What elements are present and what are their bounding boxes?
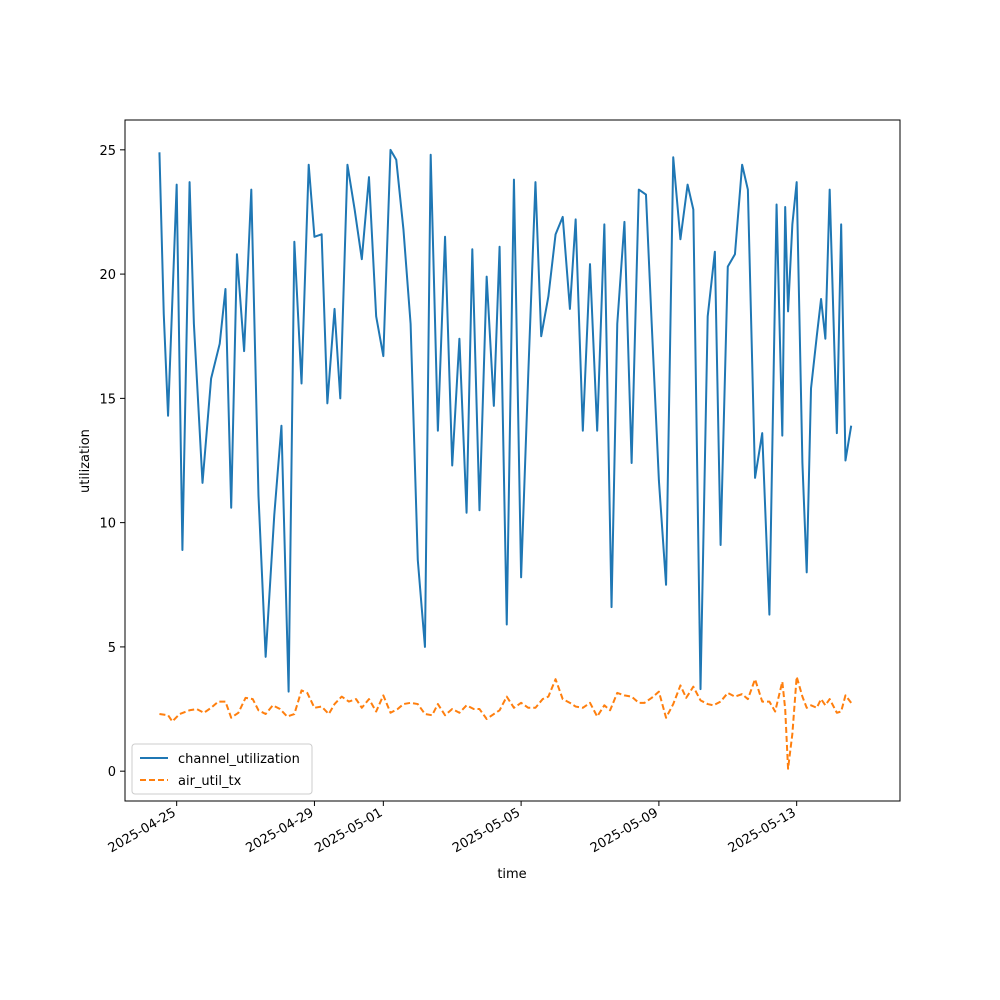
y-axis-ticks: 0 5 10 15 20 25 [99,144,125,780]
legend: channel_utilization air_util_tx [131,743,313,795]
y-tick-label: 15 [99,392,116,407]
y-tick-label: 5 [108,641,116,656]
y-tick-label: 20 [99,268,116,283]
plot-area-frame [124,119,901,802]
legend-box [131,743,313,795]
legend-label-channel-utilization: channel_utilization [178,752,300,767]
y-axis-title: utilization [78,429,93,493]
y-tick-label: 25 [99,144,116,159]
series-layer [158,148,853,770]
legend-label-air-util-tx: air_util_tx [178,774,242,789]
y-tick-label: 0 [108,765,116,780]
series-line-channel-utilization [158,148,853,693]
series-line-air-util-tx [159,675,852,770]
x-axis-title: time [497,867,526,882]
y-tick-label: 10 [99,517,116,532]
